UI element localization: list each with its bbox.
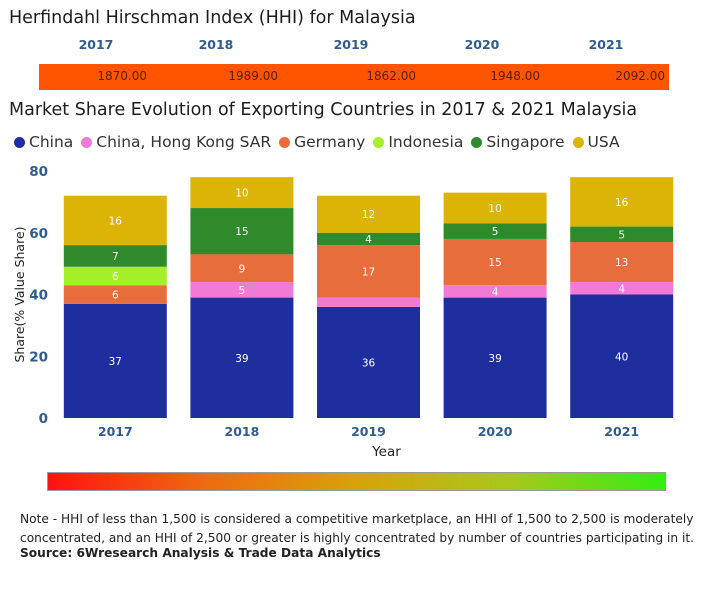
bar-segment — [317, 306, 420, 418]
data-label: 5 — [618, 229, 625, 241]
bar-segment — [570, 226, 674, 243]
hhi-note: Note - HHI of less than 1,500 is conside… — [20, 512, 695, 545]
data-label: 15 — [235, 226, 248, 238]
bar-segment — [63, 303, 167, 418]
data-label: 16 — [615, 197, 629, 209]
x-axis-label: Year — [371, 444, 401, 460]
legend-marker — [373, 136, 385, 148]
bar-segment — [570, 294, 674, 418]
data-label: 12 — [362, 209, 375, 221]
data-label: 40 — [615, 351, 628, 363]
hhi-year-label: 2017 — [78, 37, 114, 52]
data-label: 5 — [492, 226, 499, 238]
bar-segment — [190, 254, 294, 283]
data-label: 5 — [239, 285, 246, 297]
data-label: 4 — [618, 283, 625, 295]
bar-segment — [190, 297, 294, 418]
data-label: 36 — [362, 357, 376, 369]
data-label: 4 — [365, 234, 372, 246]
source-text: Source: 6Wresearch Analysis & Trade Data… — [20, 546, 381, 560]
chart-legend: China China, Hong Kong SAR Germany Indon… — [14, 133, 620, 151]
bar-segment — [63, 195, 167, 246]
bar-segment — [317, 245, 420, 298]
legend-item-hong-kong: China, Hong Kong SAR — [81, 133, 271, 151]
data-label: 39 — [235, 353, 248, 365]
y-tick-label: 40 — [29, 288, 48, 304]
legend-marker — [279, 136, 291, 148]
chart-title: Market Share Evolution of Exporting Coun… — [9, 100, 638, 120]
legend-marker — [81, 136, 93, 148]
data-label: 37 — [109, 356, 122, 368]
bar-segment — [317, 195, 420, 233]
legend-label: Indonesia — [388, 133, 464, 151]
y-tick-label: 60 — [29, 226, 48, 242]
hhi-value: 1862.00 — [366, 69, 416, 83]
data-label: 7 — [112, 251, 119, 263]
bar-segment — [443, 238, 547, 286]
bar-segment — [63, 245, 167, 267]
data-label: 6 — [112, 290, 119, 302]
hhi-year-label: 2018 — [198, 37, 234, 52]
hhi-value: 1870.00 — [97, 69, 147, 83]
data-label: 39 — [488, 353, 501, 365]
x-tick-label: 2017 — [98, 424, 133, 439]
y-axis-label: Share(% Value Share) — [12, 226, 27, 362]
bar-segment — [570, 177, 674, 227]
hhi-value: 1989.00 — [228, 69, 278, 83]
legend-item-indonesia: Indonesia — [373, 133, 463, 151]
legend-item-singapore: Singapore — [471, 133, 565, 151]
legend-item-china: China — [14, 133, 73, 151]
hhi-value: 2092.00 — [615, 69, 665, 83]
data-label: 10 — [235, 188, 248, 200]
data-label: 10 — [488, 203, 501, 215]
bar-segment — [63, 266, 167, 286]
bar-segment — [317, 297, 420, 307]
bar-segment — [190, 282, 294, 298]
data-label: 4 — [492, 286, 499, 298]
legend-label: Singapore — [486, 133, 565, 151]
hhi-value-bar: 1870.00 1989.00 1862.00 1948.00 2092.00 — [39, 64, 669, 90]
data-label: 13 — [615, 257, 628, 269]
legend-item-germany: Germany — [279, 133, 365, 151]
bar-segment — [443, 285, 547, 298]
hhi-title: Herfindahl Hirschman Index (HHI) for Mal… — [9, 8, 416, 28]
data-label: 15 — [488, 257, 501, 269]
hhi-year-label: 2020 — [464, 37, 500, 52]
hhi-color-scale-bar — [47, 472, 666, 491]
legend-label: USA — [587, 133, 620, 151]
x-tick-label: 2018 — [225, 424, 260, 439]
legend-item-usa: USA — [572, 133, 620, 151]
bar-segment — [190, 208, 294, 255]
y-tick-label: 0 — [39, 411, 48, 427]
bar-segment — [443, 192, 547, 224]
stacked-bar-chart: 0 20 40 60 80 Share(% Value Share) Year 37 6 6 7 16… — [12, 164, 674, 460]
x-tick-label: 2020 — [478, 424, 513, 439]
bar-segment — [317, 232, 420, 246]
bar-segment — [570, 242, 674, 283]
hhi-value: 1948.00 — [490, 69, 540, 83]
legend-label: China, Hong Kong SAR — [96, 133, 272, 151]
legend-label: China — [29, 133, 74, 151]
hhi-year-label: 2019 — [333, 37, 369, 52]
bar-segment — [63, 285, 167, 304]
bar-segment — [190, 177, 294, 209]
x-tick-label: 2021 — [604, 424, 639, 439]
bar-segment — [443, 223, 547, 239]
data-label: 17 — [362, 266, 375, 278]
data-label: 9 — [239, 263, 246, 275]
bar-segment — [443, 297, 547, 418]
y-tick-label: 20 — [29, 349, 48, 365]
x-tick-label: 2019 — [351, 424, 386, 439]
legend-marker — [471, 136, 483, 148]
data-label: 16 — [109, 215, 123, 227]
hhi-year-label: 2021 — [588, 37, 624, 52]
legend-marker — [572, 136, 584, 148]
legend-marker — [14, 136, 25, 148]
legend-label: Germany — [294, 133, 366, 151]
bar-segment — [570, 282, 674, 295]
data-label: 6 — [112, 271, 119, 283]
y-tick-label: 80 — [29, 164, 48, 180]
